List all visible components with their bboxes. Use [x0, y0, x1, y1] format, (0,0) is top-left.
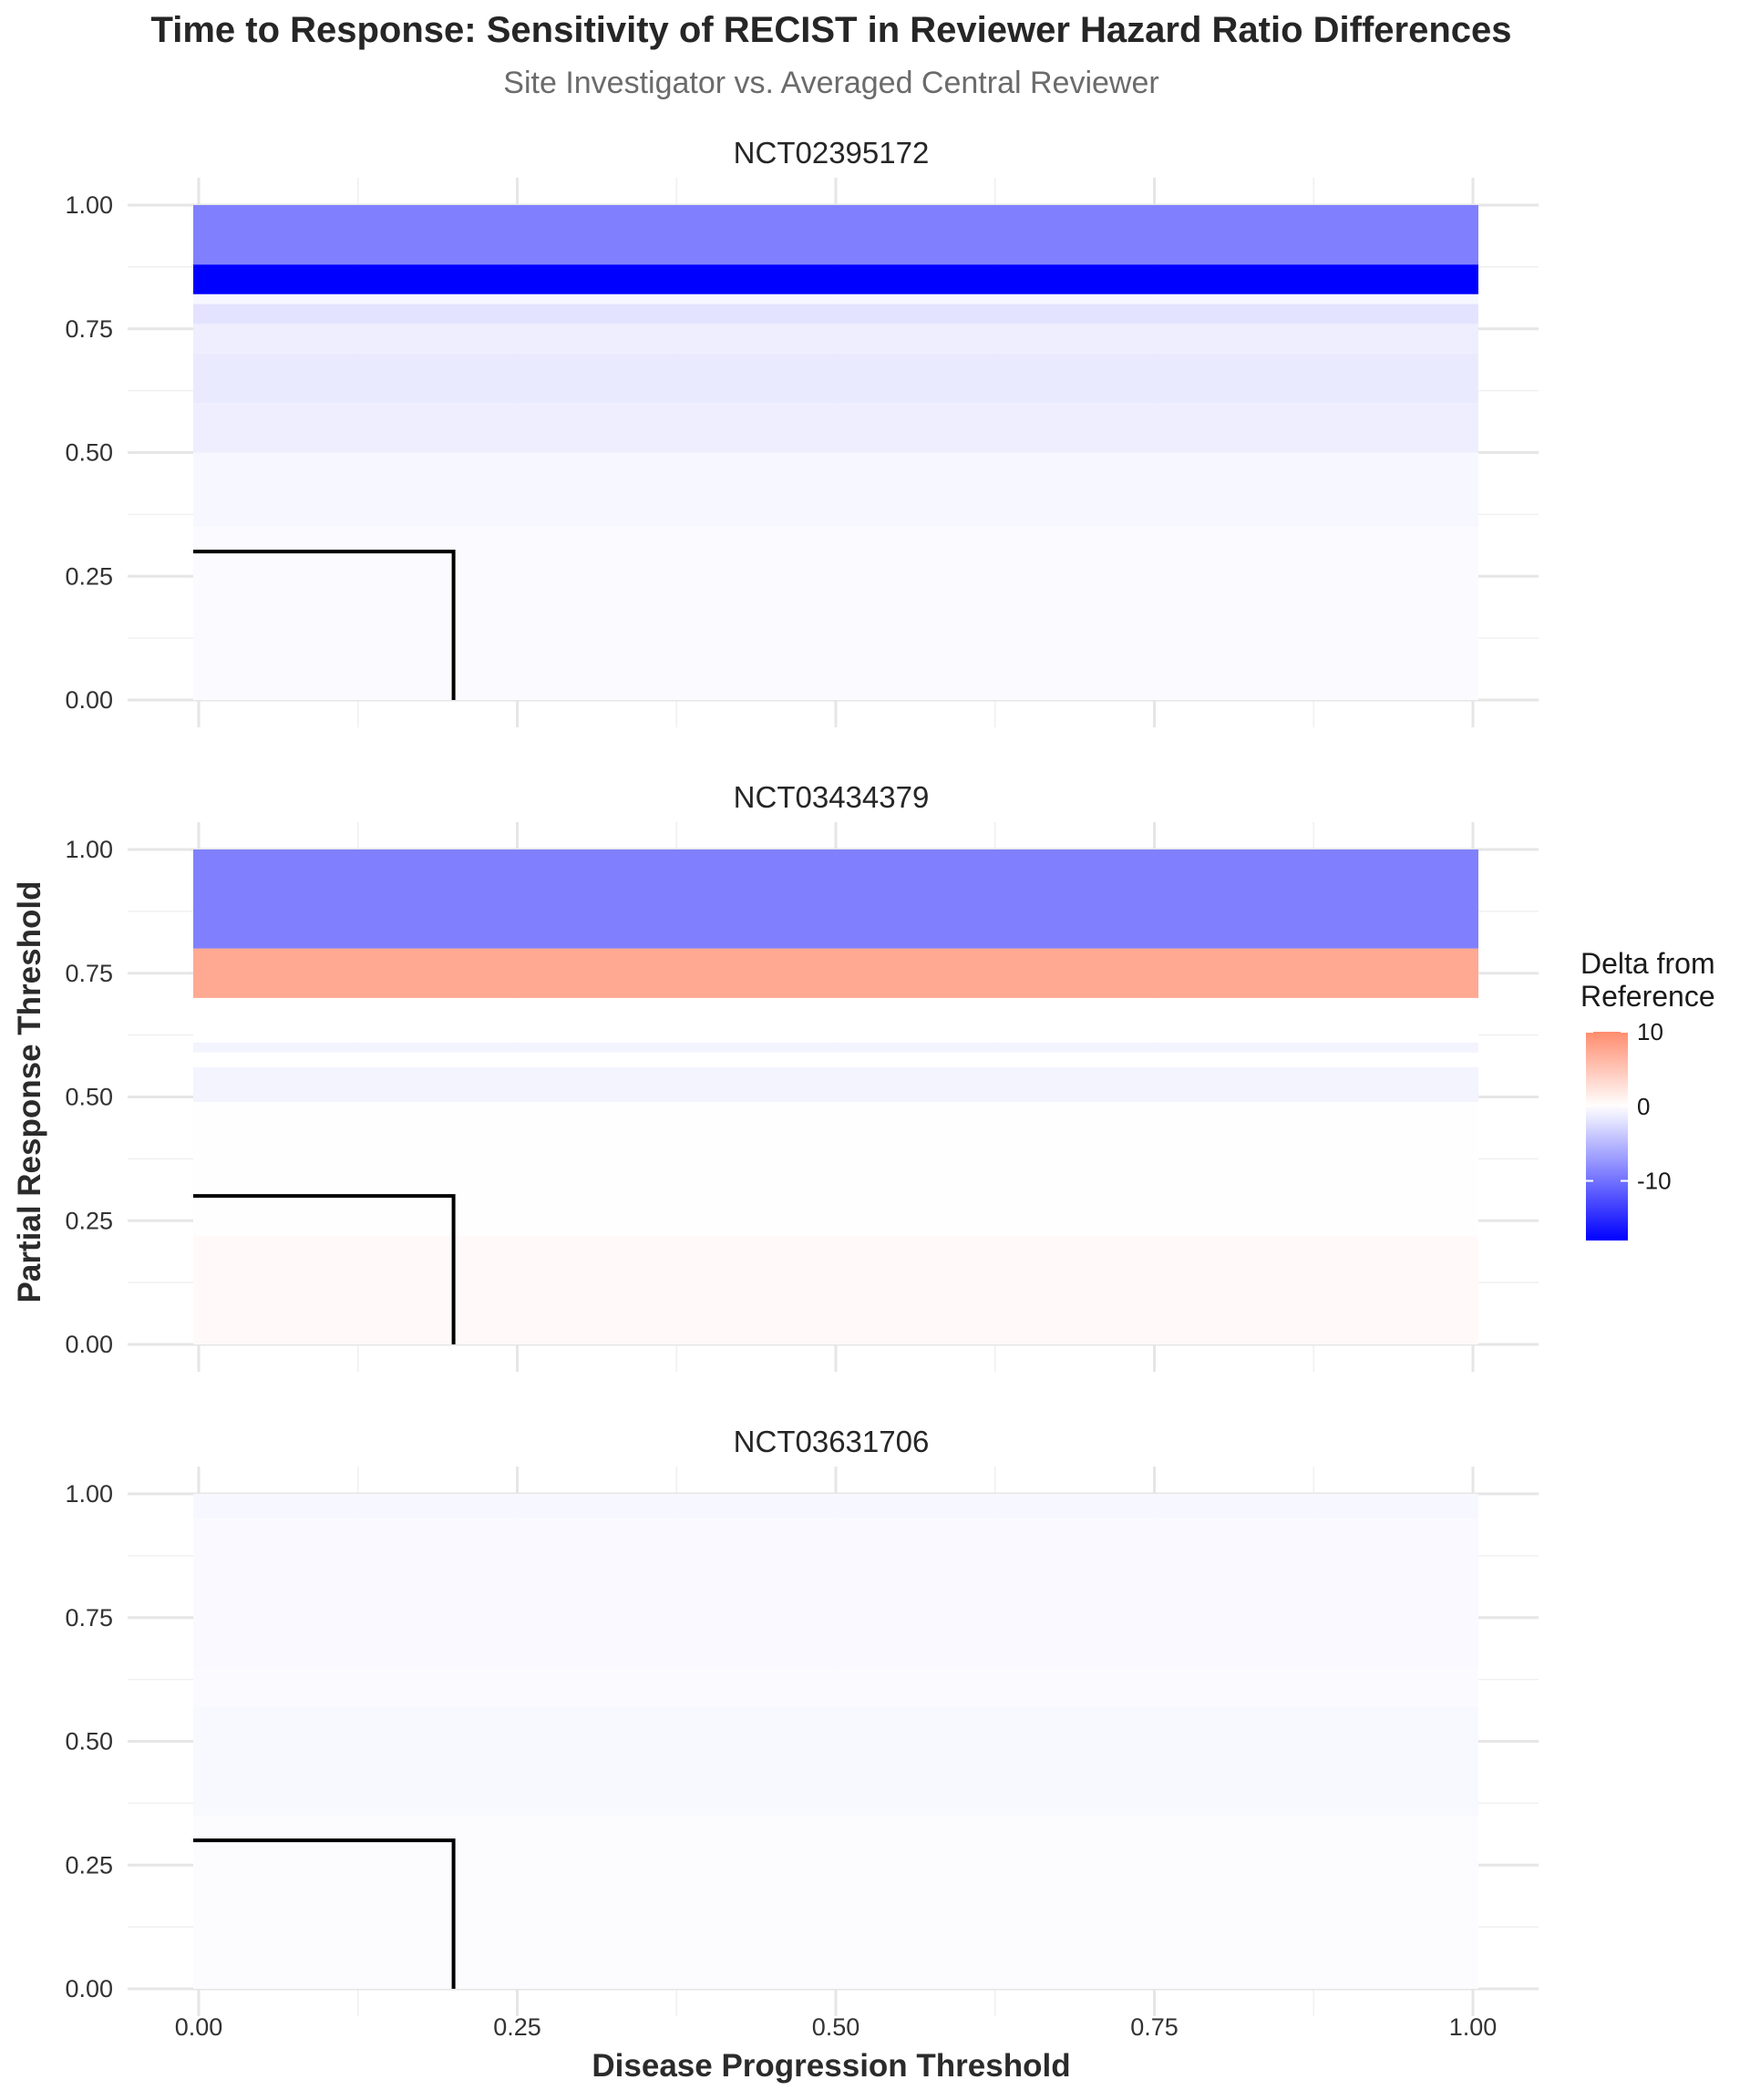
heatmap-band [193, 849, 1478, 949]
y-tick-label: 0.50 [65, 1084, 113, 1111]
y-tick-label: 0.25 [65, 1207, 113, 1234]
legend-tick-label: 0 [1637, 1093, 1650, 1120]
chart-subtitle: Site Investigator vs. Averaged Central R… [503, 66, 1158, 100]
facet-panels: NCT023951720.000.250.500.751.00NCT034343… [65, 136, 1539, 2016]
heatmap-band [193, 293, 1478, 304]
heatmap-band [193, 526, 1478, 700]
facet-panel: NCT03631706 0.00 0.25 0.50 0.75 1.00 [65, 1425, 1539, 2016]
legend-ticks: 10 0 -10 [1586, 1018, 1672, 1195]
heatmap-band [193, 1706, 1478, 1816]
y-tick-label: 1.00 [65, 191, 113, 219]
x-tick-label: 1.00 [1449, 2013, 1498, 2041]
y-tick-label: 1.00 [65, 1480, 113, 1508]
x-tick-label: 0.00 [175, 2013, 223, 2041]
heatmap-band [193, 1518, 1478, 1668]
chart-title: Time to Response: Sensitivity of RECIST … [151, 10, 1512, 50]
legend-colorbar [1586, 1032, 1628, 1240]
y-tick-label: 1.00 [65, 836, 113, 863]
y-tick-label: 0.50 [65, 439, 113, 467]
facet-strip-label: NCT03434379 [734, 780, 930, 814]
heatmap-band [193, 1042, 1478, 1053]
y-tick-label: 0.00 [65, 1331, 113, 1358]
heatmap-band [193, 1667, 1478, 1707]
x-axis-title: Disease Progression Threshold [592, 2048, 1070, 2084]
x-tick-label: 0.25 [493, 2013, 541, 2041]
reference-threshold-line [193, 1838, 456, 1989]
y-tick-label: 0.75 [65, 315, 113, 343]
y-tick-label: 0.00 [65, 686, 113, 714]
heatmap-band [193, 1494, 1478, 1519]
y-tick-label: 0.25 [65, 562, 113, 590]
heatmap-band [193, 324, 1478, 354]
legend-tick-label: 10 [1637, 1018, 1663, 1045]
heatmap-band [193, 1052, 1478, 1067]
heatmap-band [193, 1101, 1478, 1236]
heatmap-band [193, 997, 1478, 1043]
heatmap-band [193, 1066, 1478, 1102]
y-axis-title: Partial Response Threshold [12, 881, 47, 1303]
y-tick-label: 0.25 [65, 1851, 113, 1879]
legend-title-line1: Delta from [1580, 947, 1715, 980]
heatmap-band [193, 1235, 1478, 1344]
y-tick-label: 0.00 [65, 1975, 113, 2002]
heatmap-band [193, 1815, 1478, 1989]
x-tick-label: 0.75 [1130, 2013, 1179, 2041]
heatmap-band [193, 264, 1478, 294]
reference-threshold-line [193, 550, 456, 700]
facet-strip-label: NCT02395172 [734, 136, 930, 170]
y-tick-label: 0.75 [65, 960, 113, 987]
heatmap-band [193, 205, 1478, 265]
facet-panel: NCT03434379 0.00 0.25 0.50 0.75 1.00 [65, 780, 1539, 1372]
legend-tick-label: -10 [1637, 1168, 1672, 1195]
heatmap-band [193, 403, 1478, 453]
heatmap-band [193, 353, 1478, 404]
color-legend: Delta from Reference 10 0 -10 [1580, 947, 1715, 1240]
x-axis: 0.00 0.25 0.50 0.75 1.00 [175, 2013, 1498, 2041]
heatmap-band [193, 948, 1478, 998]
x-tick-label: 0.50 [812, 2013, 860, 2041]
heatmap-band [193, 304, 1478, 324]
legend-title-line2: Reference [1580, 980, 1715, 1013]
reference-threshold-line [193, 1194, 456, 1344]
facet-strip-label: NCT03631706 [734, 1425, 930, 1458]
y-tick-label: 0.75 [65, 1604, 113, 1632]
y-tick-label: 0.50 [65, 1728, 113, 1755]
heatmap-band [193, 452, 1478, 527]
facet-panel: NCT02395172 0.00 0.25 0.50 0.75 1.00 [65, 136, 1539, 727]
